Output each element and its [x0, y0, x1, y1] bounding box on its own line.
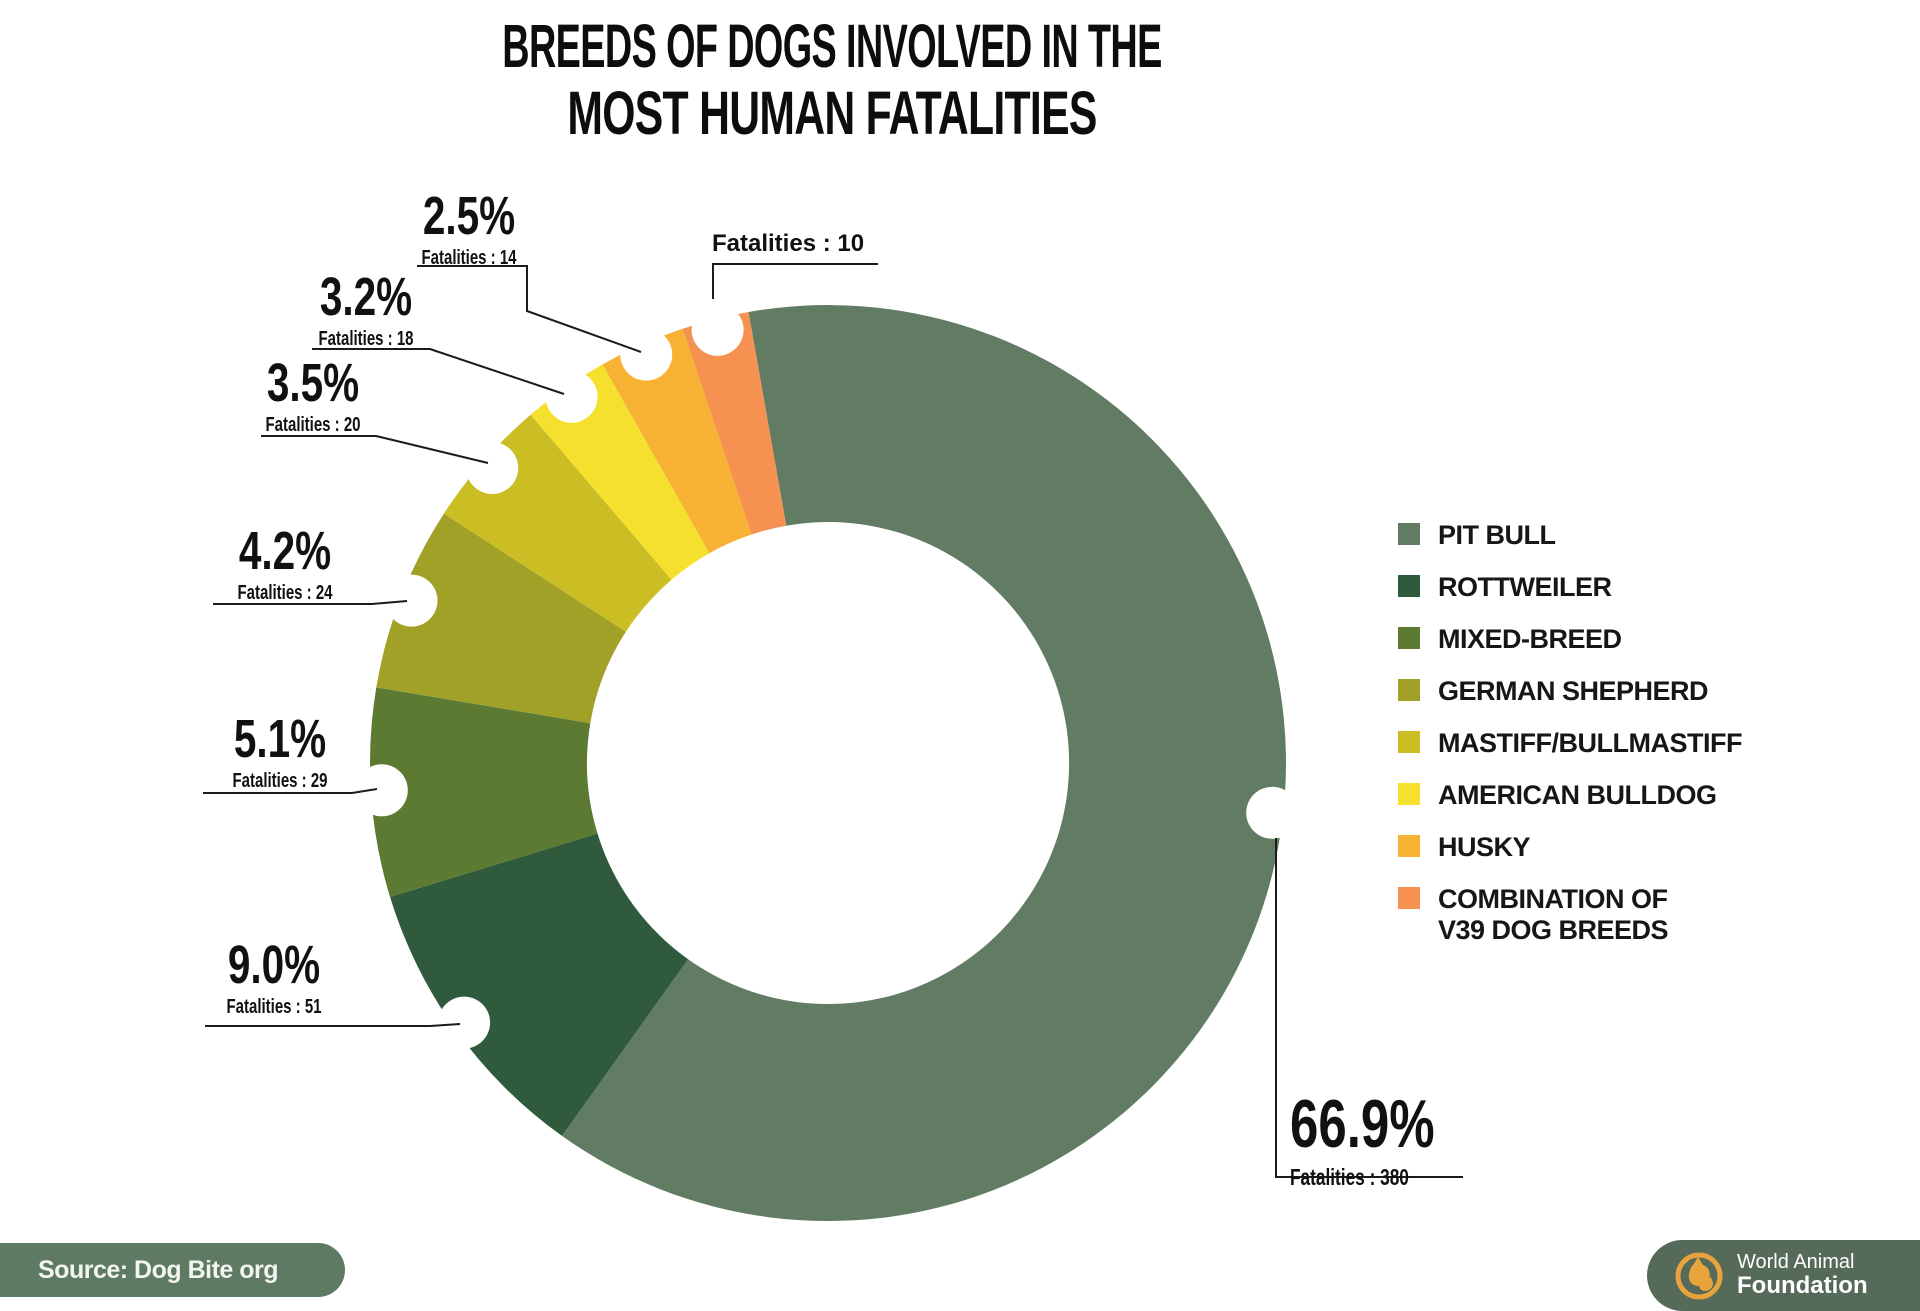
leader-lines: [203, 263, 1463, 1178]
legend-swatch-combination-v39: [1398, 887, 1420, 910]
callout-mastiff: 3.5% Fatalities : 20: [250, 353, 377, 437]
callout-mixed-percent: 5.1%: [233, 709, 327, 769]
callout-husky: 2.5% Fatalities : 14: [406, 186, 533, 270]
callout-german-shepherd: 4.2% Fatalities : 24: [222, 521, 349, 605]
callout-german-percent: 4.2%: [238, 521, 332, 581]
legend-swatch-mastiff: [1398, 731, 1420, 754]
callout-mixed-fatalities: Fatalities : 29: [232, 770, 328, 793]
notch-mastiff-bullmastiff: [466, 442, 519, 494]
chart-legend: PIT BULL ROTTWEILER MIXED-BREED GERMAN S…: [1398, 520, 1742, 967]
source-pill: Source: Dog Bite org: [0, 1243, 345, 1297]
brand-name-line2: Foundation: [1737, 1272, 1868, 1300]
callout-pitbull-percent: 66.9%: [1290, 1086, 1435, 1162]
brand-name-line1: World Animal: [1737, 1251, 1855, 1274]
page-title-line1: BREEDS OF DOGS INVOLVED IN THE: [502, 12, 1162, 80]
callout-husky-percent: 2.5%: [422, 186, 516, 246]
legend-swatch-german-shepherd: [1398, 679, 1420, 702]
leader-combination-v39: [712, 263, 878, 299]
callout-bulldog-fatalities: Fatalities : 18: [318, 328, 414, 351]
donut-notches: [355, 303, 1299, 1049]
legend-item-husky: HUSKY: [1398, 832, 1742, 863]
leader-mastiff: [261, 435, 489, 464]
legend-label-german-shepherd: GERMAN SHEPHERD: [1438, 676, 1709, 707]
notch-husky: [620, 328, 673, 381]
donut-slice-german-shepherd: [376, 513, 626, 724]
legend-label-husky: HUSKY: [1438, 832, 1531, 863]
legend-label-mastiff: MASTIFF/BULLMASTIFF: [1438, 728, 1742, 759]
legend-item-rottweiler: ROTTWEILER: [1398, 572, 1742, 603]
legend-item-pit-bull: PIT BULL: [1398, 520, 1742, 551]
callout-combination-fatalities: Fatalities : 10: [712, 230, 865, 257]
donut-slice-husky: [602, 328, 752, 554]
leader-husky: [417, 265, 642, 353]
legend-swatch-rottweiler: [1398, 575, 1420, 598]
donut-slice-combination-v39: [682, 312, 787, 535]
donut-slice-pit-bull: [562, 305, 1286, 1222]
donut-slice-rottweiler: [390, 833, 689, 1136]
legend-label-american-bulldog: AMERICAN BULLDOG: [1438, 780, 1717, 811]
callout-mixed-breed: 5.1% Fatalities : 29: [217, 709, 344, 793]
notch-rottweiler: [438, 996, 491, 1049]
legend-label-pit-bull: PIT BULL: [1438, 520, 1556, 550]
legend-swatch-mixed-breed: [1398, 627, 1420, 650]
callout-german-fatalities: Fatalities : 24: [237, 582, 333, 605]
source-label: Source: Dog Bite org: [38, 1256, 279, 1284]
notch-combination-v39: [691, 303, 744, 356]
leader-american-bulldog: [312, 348, 565, 395]
brand-logo: World Animal Foundation: [1647, 1240, 1920, 1311]
callout-rottweiler: 9.0% Fatalities : 51: [211, 935, 338, 1019]
notch-american-bulldog: [545, 370, 598, 423]
legend-item-mastiff: MASTIFF/BULLMASTIFF: [1398, 728, 1742, 759]
brand-logo-text: World Animal Foundation: [1737, 1251, 1868, 1299]
dog-cat-logo-icon: [1675, 1252, 1723, 1299]
page-title-line2: MOST HUMAN FATALITIES: [567, 79, 1097, 147]
callout-mastiff-fatalities: Fatalities : 20: [265, 414, 361, 437]
notch-german-shepherd: [385, 574, 438, 627]
leader-pit-bull: [1275, 838, 1463, 1178]
legend-item-mixed-breed: MIXED-BREED: [1398, 624, 1742, 655]
callout-bulldog-percent: 3.2%: [319, 267, 413, 327]
legend-label-combination-v39: COMBINATION OF V39 DOG BREEDS: [1438, 884, 1669, 946]
leader-german-shepherd: [213, 600, 408, 605]
leader-rottweiler: [205, 1023, 461, 1027]
donut-slice-mixed-breed: [370, 687, 598, 897]
donut-slices: [370, 305, 1286, 1222]
legend-item-combination-v39: COMBINATION OF V39 DOG BREEDS: [1398, 884, 1742, 946]
legend-item-german-shepherd: GERMAN SHEPHERD: [1398, 676, 1742, 707]
legend-swatch-husky: [1398, 835, 1420, 858]
callout-husky-fatalities: Fatalities : 14: [421, 247, 517, 270]
legend-swatch-american-bulldog: [1398, 783, 1420, 806]
callout-combination-v39: Fatalities : 10: [712, 230, 864, 258]
leader-mixed-breed: [203, 788, 378, 794]
notch-pit-bull: [1246, 786, 1299, 839]
notch-mixed-breed: [355, 764, 408, 817]
callout-pit-bull: 66.9% Fatalities : 380: [1290, 1090, 1483, 1191]
legend-label-rottweiler: ROTTWEILER: [1438, 572, 1612, 603]
callout-rottweiler-percent: 9.0%: [227, 935, 321, 995]
legend-item-american-bulldog: AMERICAN BULLDOG: [1398, 780, 1742, 811]
legend-label-mixed-breed: MIXED-BREED: [1438, 624, 1622, 655]
callout-american-bulldog: 3.2% Fatalities : 18: [303, 267, 430, 351]
callout-rottweiler-fatalities: Fatalities : 51: [226, 996, 322, 1019]
callout-pitbull-fatalities: Fatalities : 380: [1290, 1164, 1409, 1190]
legend-swatch-pit-bull: [1398, 523, 1420, 545]
page-title: BREEDS OF DOGS INVOLVED IN THE MOST HUMA…: [300, 16, 1364, 144]
callout-mastiff-percent: 3.5%: [266, 353, 360, 413]
